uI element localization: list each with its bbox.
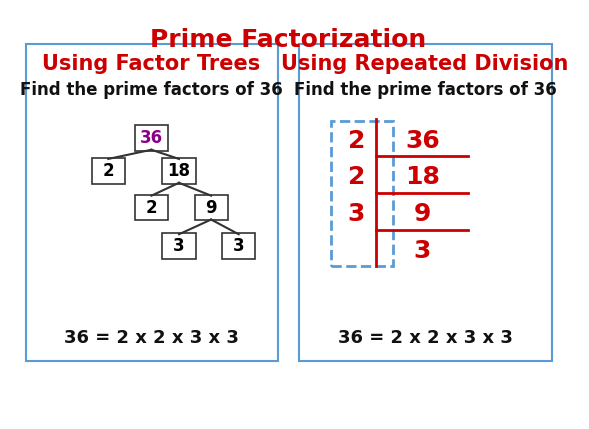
- Text: Prime Factorization: Prime Factorization: [150, 27, 426, 51]
- Text: 36: 36: [405, 129, 440, 153]
- Text: 3: 3: [173, 237, 185, 255]
- FancyBboxPatch shape: [299, 44, 552, 361]
- Text: Find the prime factors of 36: Find the prime factors of 36: [294, 81, 557, 99]
- Text: 9: 9: [206, 199, 217, 217]
- Text: 3: 3: [413, 239, 431, 263]
- Text: 3: 3: [233, 237, 244, 255]
- FancyBboxPatch shape: [194, 195, 228, 221]
- FancyBboxPatch shape: [25, 44, 278, 361]
- Text: 3: 3: [348, 202, 365, 226]
- FancyBboxPatch shape: [135, 125, 168, 151]
- Text: Find the prime factors of 36: Find the prime factors of 36: [20, 81, 283, 99]
- FancyBboxPatch shape: [135, 195, 168, 221]
- FancyBboxPatch shape: [222, 233, 255, 259]
- Text: 36: 36: [140, 129, 163, 147]
- Text: 36 = 2 x 2 x 3 x 3: 36 = 2 x 2 x 3 x 3: [337, 329, 512, 347]
- Text: Using Repeated Division: Using Repeated Division: [282, 54, 569, 74]
- Text: 2: 2: [348, 129, 365, 153]
- FancyBboxPatch shape: [163, 158, 196, 184]
- Text: 18: 18: [167, 162, 190, 180]
- FancyBboxPatch shape: [163, 233, 196, 259]
- Text: 18: 18: [405, 165, 440, 189]
- Text: 2: 2: [102, 162, 114, 180]
- Text: 2: 2: [145, 199, 157, 217]
- Text: 36 = 2 x 2 x 3 x 3: 36 = 2 x 2 x 3 x 3: [64, 329, 239, 347]
- Text: Using Factor Trees: Using Factor Trees: [42, 54, 260, 74]
- Text: 2: 2: [348, 165, 365, 189]
- Text: 9: 9: [413, 202, 431, 226]
- FancyBboxPatch shape: [92, 158, 125, 184]
